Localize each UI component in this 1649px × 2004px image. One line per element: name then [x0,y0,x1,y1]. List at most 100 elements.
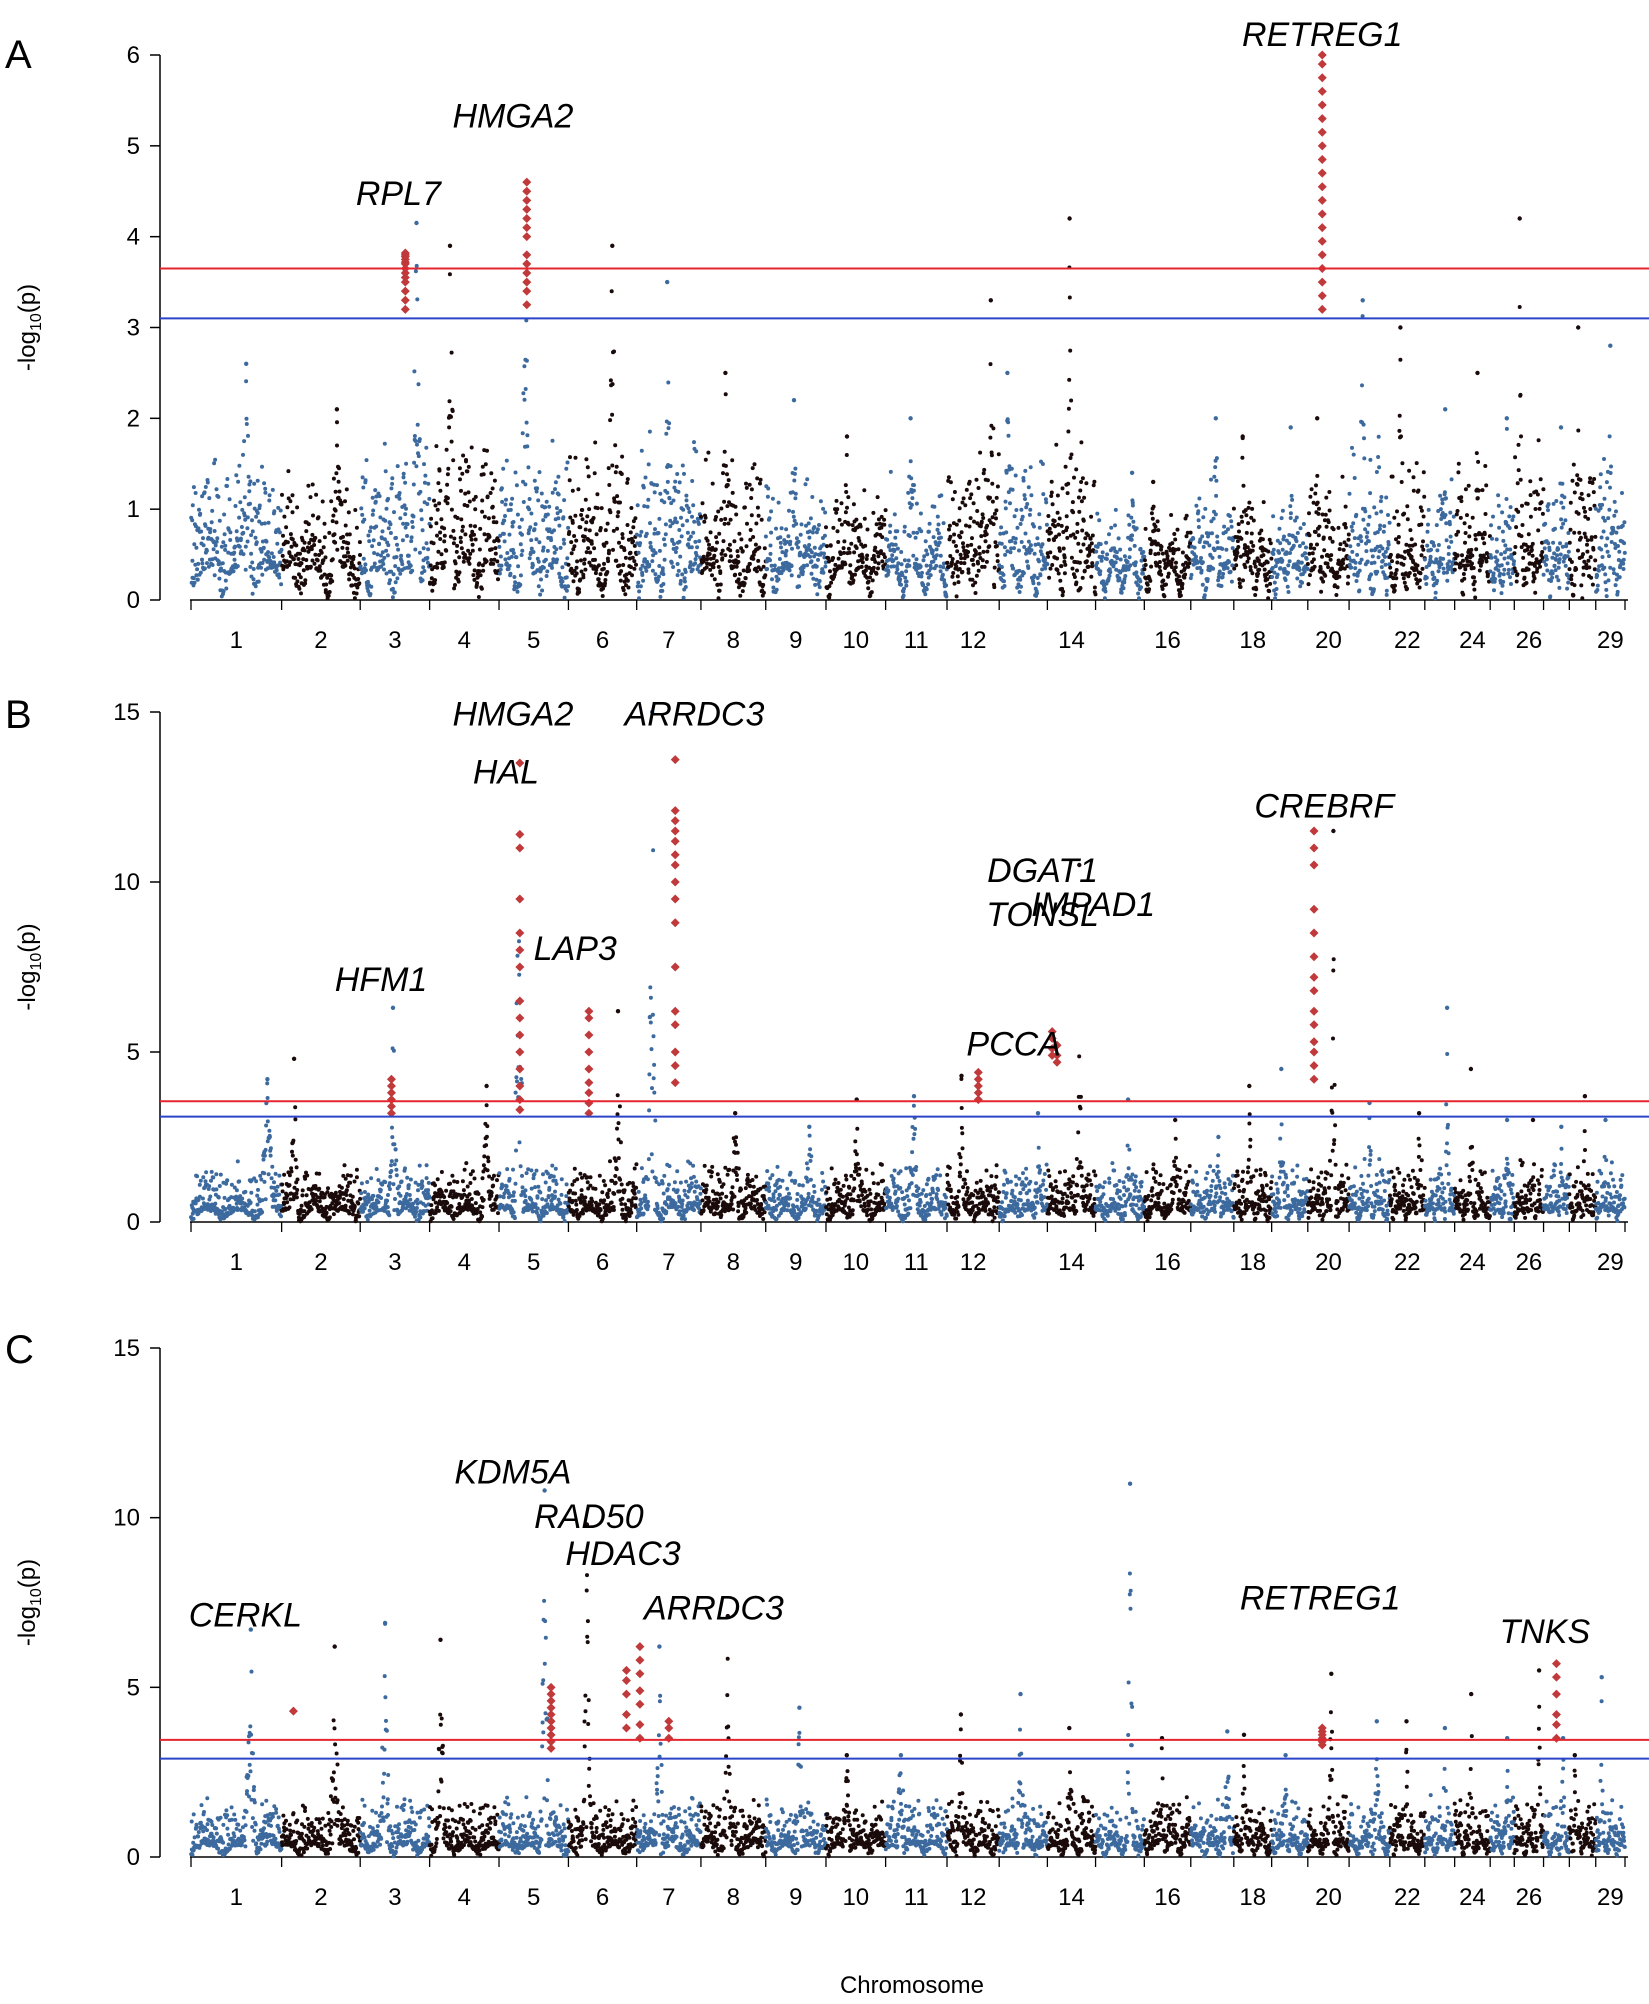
snp-peak-point [1129,470,1135,475]
snp-point [216,1195,221,1200]
snp-point [285,1200,290,1205]
snp-point [249,1190,254,1195]
snp-point [1229,524,1234,529]
snp-point [785,540,789,544]
snp-point [200,561,205,566]
snp-point [1026,485,1031,490]
snp-point [1467,525,1472,529]
snp-point [416,454,421,459]
snp-point [360,475,365,480]
snp-point [1250,571,1255,576]
snp-point [930,548,935,553]
snp-point [985,523,990,528]
snp-point [807,535,812,540]
snp-point [251,567,256,571]
snp-point [573,513,578,518]
snp-point [251,577,256,582]
snp-point [1476,459,1481,464]
snp-point [973,580,978,585]
snp-point [936,531,941,536]
snp-point [1548,594,1553,599]
snp-point [295,1188,300,1192]
snp-point [413,269,418,274]
snp-point [1422,494,1427,499]
snp-point [620,454,625,459]
snp-point [641,578,646,583]
snp-point [708,567,713,572]
snp-point [267,1134,272,1139]
snp-point [574,538,579,543]
snp-point [1062,571,1067,576]
x-tick-label: 10 [842,627,869,654]
snp-point [1048,530,1053,535]
snp-point [316,515,321,520]
snp-point [727,542,732,547]
snp-point [1267,537,1272,542]
snp-point [480,464,485,469]
snp-point [1340,474,1345,479]
snp-point [547,527,552,532]
snp-point [837,517,842,522]
snp-point [361,485,366,490]
snp-point [959,556,964,561]
snp-point [593,557,597,562]
snp-point [1178,590,1182,594]
snp-point [425,555,430,560]
snp-point [1104,557,1109,561]
snp-point [1256,571,1260,576]
snp-point [317,564,322,569]
snp-point [977,545,982,550]
snp-point [1520,523,1525,527]
snp-point [544,499,549,504]
snp-point [488,491,493,495]
snp-point [442,526,447,531]
snp-point [1387,520,1392,525]
snp-point [1377,527,1382,531]
snp-point [298,575,303,580]
snp-point [1444,496,1448,501]
snp-point [1504,426,1509,431]
snp-point [835,529,840,534]
snp-point [863,568,868,573]
snp-point [769,509,774,514]
snp-point [347,577,352,582]
snp-point [1134,570,1139,575]
snp-point [531,550,536,554]
snp-point [426,547,431,552]
snp-point [1396,535,1401,539]
snp-point [459,546,464,551]
snp-point [199,529,204,534]
snp-point [250,518,254,523]
snp-point [635,584,640,589]
snp-point [635,503,640,508]
snp-point [799,522,804,527]
snp-point [1260,537,1265,542]
snp-point [285,505,290,510]
snp-point [568,515,573,520]
snp-point [730,490,735,495]
snp-point [1609,464,1613,469]
snp-point [221,540,226,545]
snp-point [1535,492,1540,497]
x-tick-label: 11 [904,627,929,654]
snp-point [466,490,471,495]
snp-point [962,561,967,566]
snp-point [1526,532,1531,537]
snp-point [1241,483,1246,488]
snp-point [413,547,418,552]
snp-point [203,523,208,528]
snp-point [938,553,943,558]
snp-point [661,582,666,586]
snp-point [1357,588,1362,593]
snp-point [1045,562,1050,567]
snp-point [1308,494,1313,499]
snp-point [367,539,372,544]
snp-point [489,547,494,552]
snp-point [771,585,776,590]
snp-point [1138,579,1143,584]
snp-point [1037,525,1042,530]
snp-point [207,496,212,501]
snp-peak-point [1213,416,1219,421]
snp-point [1059,564,1064,569]
snp-point [733,572,738,577]
